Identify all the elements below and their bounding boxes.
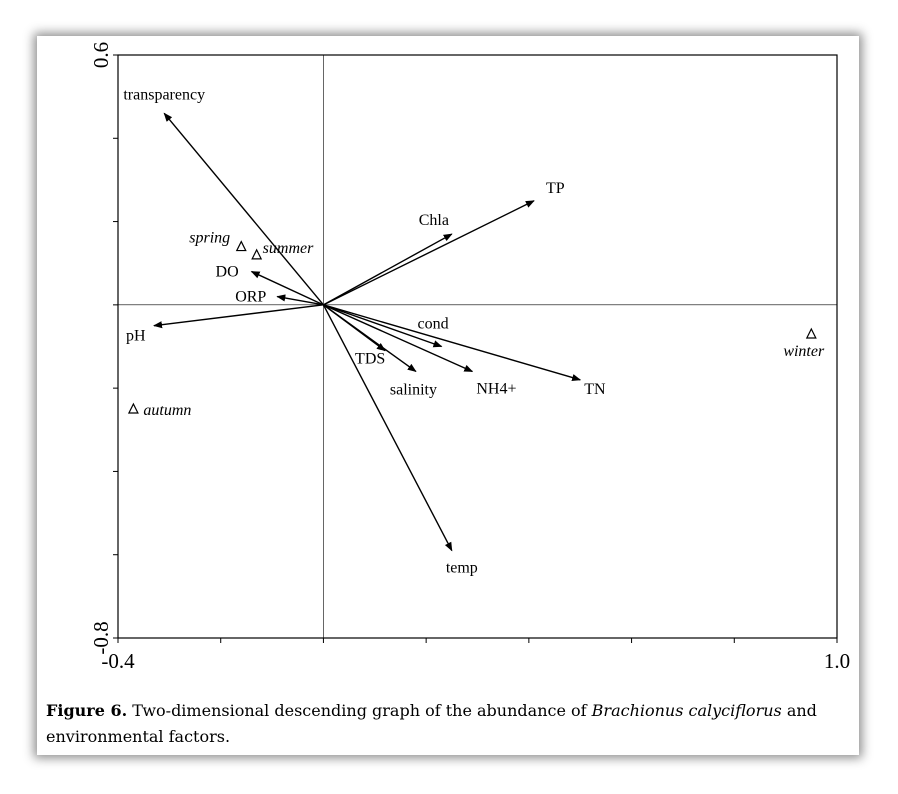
vector-arrow-salinity <box>323 304 417 373</box>
vector-label-TDS: TDS <box>355 351 385 368</box>
sample-label-winter: winter <box>783 343 825 360</box>
vector-label-cond: cond <box>418 316 449 333</box>
x-tick-label: -0.4 <box>101 649 135 673</box>
sample-marker-autumn <box>127 402 139 414</box>
sample-marker-summer <box>251 248 263 260</box>
vector-arrow-transparency <box>163 112 324 306</box>
vector-arrow-cond <box>323 304 443 348</box>
caption-species: Brachionus calyciflorus <box>591 701 782 720</box>
sample-label-autumn: autumn <box>143 402 191 419</box>
y-tick-label: 0.6 <box>89 42 113 68</box>
sample-label-summer: summer <box>263 240 314 257</box>
vector-arrow-TN <box>323 304 582 382</box>
vector-arrow-TP <box>323 200 535 306</box>
vector-label-salinity: salinity <box>390 381 437 398</box>
vector-label-transparency: transparency <box>123 86 205 103</box>
vector-arrow-Chla <box>323 233 453 306</box>
vector-label-NH4+: NH4+ <box>476 380 516 397</box>
caption-label: Figure 6. <box>46 701 128 720</box>
vector-arrow-NH4+ <box>323 304 474 373</box>
sample-marker-winter <box>805 327 817 339</box>
vector-arrow-DO <box>250 270 324 306</box>
caption-text-before: Two-dimensional descending graph of the … <box>127 701 592 720</box>
plot-frame <box>117 54 838 639</box>
vector-arrow-ORP <box>276 294 324 306</box>
sample-marker-spring <box>235 240 247 252</box>
sample-label-spring: spring <box>189 230 230 247</box>
figure-caption: Figure 6. Two-dimensional descending gra… <box>46 698 836 750</box>
y-tick-label: -0.8 <box>89 621 113 654</box>
vector-label-TP: TP <box>546 180 565 197</box>
x-tick-label: 1.0 <box>824 649 850 673</box>
vector-label-temp: temp <box>446 560 478 577</box>
vector-label-DO: DO <box>216 264 239 281</box>
vector-label-Chla: Chla <box>419 212 449 229</box>
vector-label-TN: TN <box>584 381 606 398</box>
figure-card <box>37 36 859 755</box>
caption-text-after: and environmental factors. <box>46 701 817 746</box>
vector-label-ORP: ORP <box>235 289 266 306</box>
vector-arrow-temp <box>322 304 453 552</box>
vector-arrow-pH <box>153 304 324 329</box>
vector-label-pH: pH <box>126 328 146 345</box>
